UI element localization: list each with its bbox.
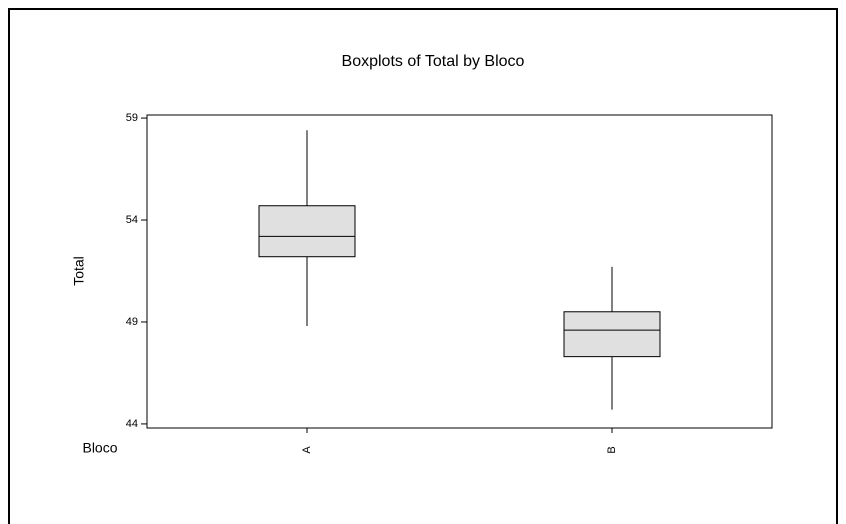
plot-frame [146, 114, 773, 429]
x-tick-label: B [606, 446, 618, 453]
x-axis-label: Bloco [82, 440, 117, 456]
y-tick-label: 44 [126, 418, 138, 430]
y-tick-label: 59 [126, 112, 138, 124]
box [258, 205, 356, 258]
y-tick-label: 54 [126, 214, 138, 226]
y-tick-label: 49 [126, 316, 138, 328]
box [563, 311, 661, 358]
x-tick-label: A [301, 446, 313, 454]
y-axis-label: Total [71, 256, 87, 286]
chart-title: Boxplots of Total by Bloco [342, 53, 525, 70]
